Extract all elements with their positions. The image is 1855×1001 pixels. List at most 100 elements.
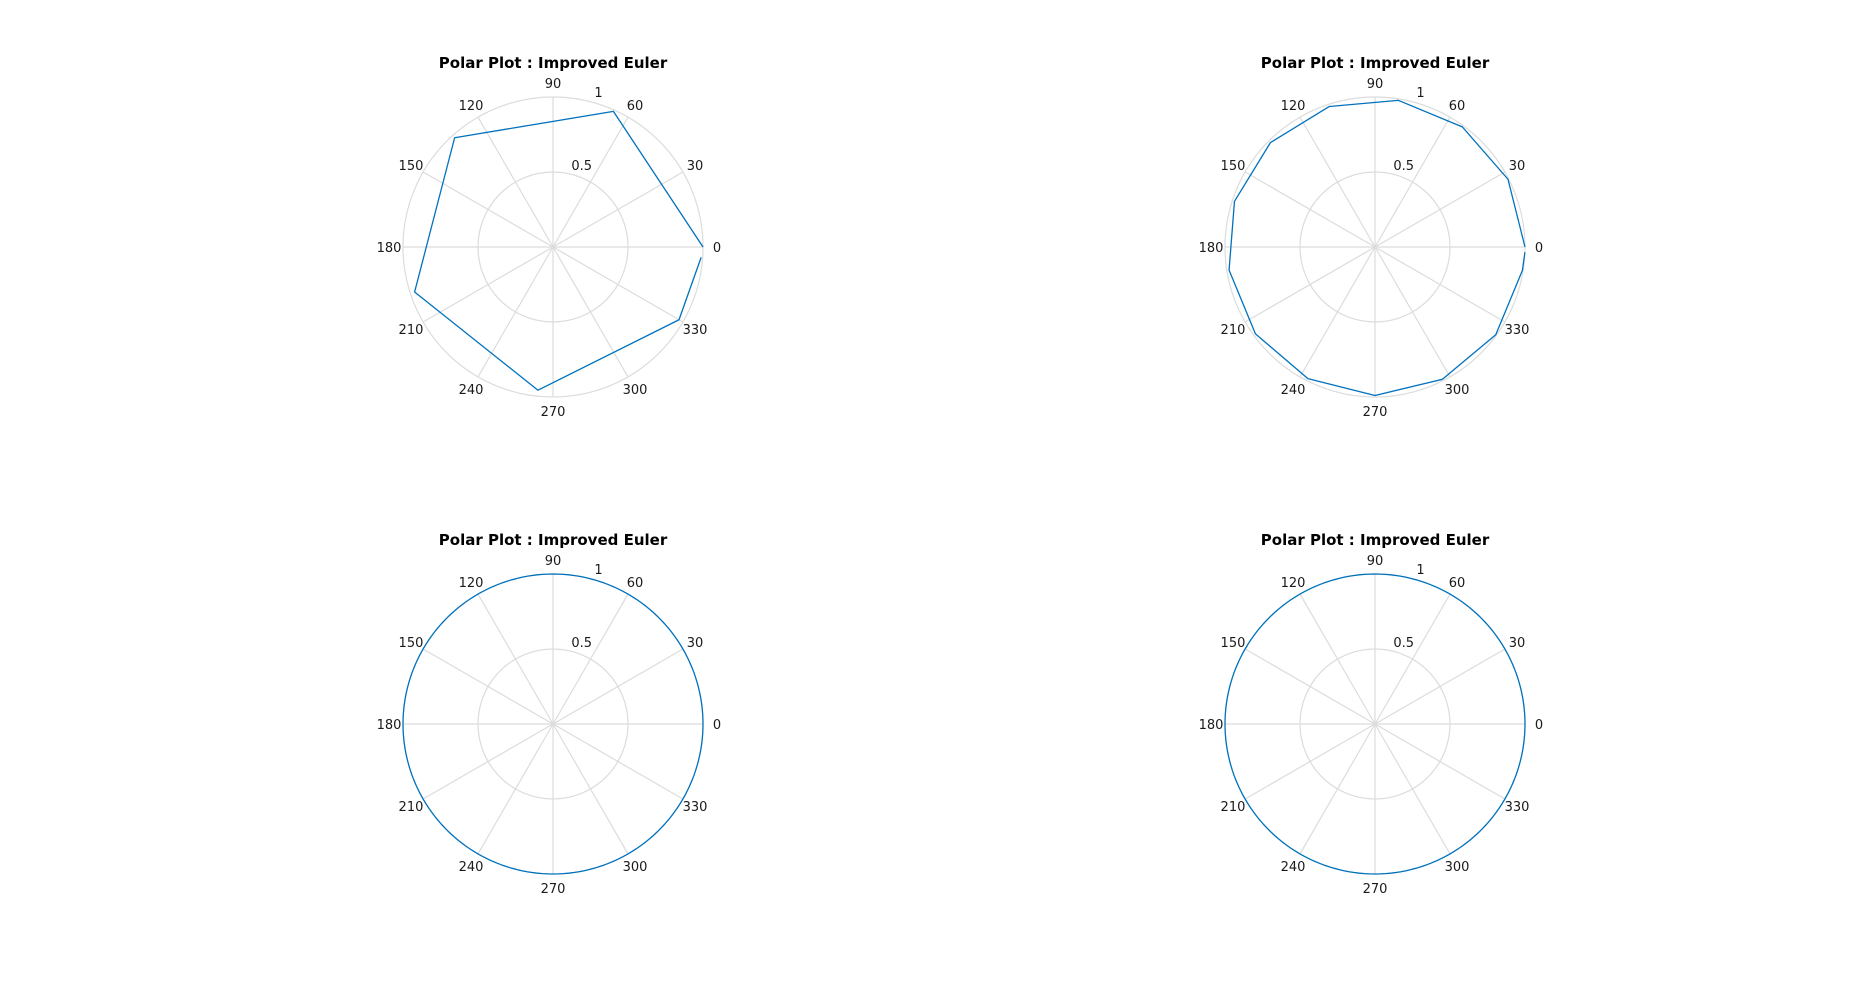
theta-tick-label: 180 bbox=[377, 718, 402, 733]
theta-tick-label: 0 bbox=[1535, 241, 1543, 256]
theta-tick-label: 90 bbox=[1367, 77, 1384, 92]
theta-grid-spoke bbox=[1244, 648, 1376, 725]
theta-tick-label: 90 bbox=[545, 77, 562, 92]
theta-tick-label: 180 bbox=[377, 241, 402, 256]
polar-chart-2: Polar Plot : Improved Euler 0 30 60 90 120 150… bbox=[1199, 54, 1544, 420]
theta-tick-label: 210 bbox=[1221, 323, 1246, 338]
theta-tick-label: 120 bbox=[459, 576, 484, 591]
theta-grid-spoke bbox=[1374, 116, 1451, 248]
series-line bbox=[1224, 573, 1526, 875]
theta-grid-spoke bbox=[477, 723, 554, 855]
theta-grid-spoke bbox=[1299, 246, 1376, 378]
theta-tick-label: 60 bbox=[1449, 576, 1466, 591]
theta-grid-spoke bbox=[1374, 246, 1506, 323]
theta-grid-spoke bbox=[552, 723, 629, 855]
theta-tick-label: 30 bbox=[687, 159, 704, 174]
theta-grid-spoke bbox=[1374, 593, 1451, 725]
theta-tick-label: 30 bbox=[1509, 636, 1526, 651]
theta-tick-label: 60 bbox=[627, 576, 644, 591]
theta-grid-spoke bbox=[1299, 593, 1376, 725]
theta-grid-spoke bbox=[477, 246, 554, 378]
r-tick-label: 0.5 bbox=[571, 636, 592, 651]
chart-title: Polar Plot : Improved Euler bbox=[1261, 531, 1490, 549]
theta-tick-label: 330 bbox=[1505, 800, 1530, 815]
theta-tick-label: 60 bbox=[1449, 99, 1466, 114]
theta-tick-label: 300 bbox=[623, 383, 648, 398]
theta-grid-spoke bbox=[1374, 723, 1451, 855]
theta-grid-spoke bbox=[1244, 246, 1376, 323]
theta-tick-label: 240 bbox=[459, 860, 484, 875]
r-tick-label: 1 bbox=[594, 86, 602, 101]
r-tick-label: 0.5 bbox=[1393, 636, 1414, 651]
polar-chart-1: Polar Plot : Improved Euler 0 30 60 90 120 150… bbox=[377, 54, 722, 420]
theta-grid-spoke bbox=[552, 116, 629, 248]
theta-grid-spoke bbox=[422, 648, 554, 725]
theta-grid-spoke bbox=[1374, 723, 1506, 800]
theta-tick-label: 120 bbox=[1281, 576, 1306, 591]
theta-tick-label: 90 bbox=[545, 554, 562, 569]
theta-tick-label: 150 bbox=[399, 159, 424, 174]
chart-title: Polar Plot : Improved Euler bbox=[1261, 54, 1490, 72]
theta-grid-spoke bbox=[477, 593, 554, 725]
theta-tick-label: 300 bbox=[623, 860, 648, 875]
theta-tick-label: 150 bbox=[1221, 159, 1246, 174]
theta-tick-label: 120 bbox=[459, 99, 484, 114]
series-line bbox=[413, 110, 704, 391]
theta-tick-label: 210 bbox=[399, 323, 424, 338]
chart-title: Polar Plot : Improved Euler bbox=[439, 531, 668, 549]
r-tick-label: 1 bbox=[1416, 563, 1424, 578]
theta-tick-label: 330 bbox=[683, 323, 708, 338]
theta-tick-label: 150 bbox=[399, 636, 424, 651]
theta-tick-label: 240 bbox=[1281, 383, 1306, 398]
theta-grid-spoke bbox=[1374, 648, 1506, 725]
theta-tick-label: 300 bbox=[1445, 860, 1470, 875]
theta-tick-label: 210 bbox=[1221, 800, 1246, 815]
theta-grid-spoke bbox=[552, 723, 684, 800]
theta-grid-spoke bbox=[1244, 723, 1376, 800]
theta-grid-spoke bbox=[422, 723, 554, 800]
theta-tick-label: 150 bbox=[1221, 636, 1246, 651]
theta-tick-label: 60 bbox=[627, 99, 644, 114]
theta-grid-spoke bbox=[1374, 171, 1506, 248]
theta-tick-label: 240 bbox=[459, 383, 484, 398]
theta-tick-label: 120 bbox=[1281, 99, 1306, 114]
theta-tick-label: 330 bbox=[1505, 323, 1530, 338]
theta-tick-label: 30 bbox=[1509, 159, 1526, 174]
theta-grid-spoke bbox=[552, 648, 684, 725]
series-line bbox=[1228, 99, 1526, 397]
theta-tick-label: 180 bbox=[1199, 718, 1224, 733]
theta-grid-spoke bbox=[552, 246, 684, 323]
theta-tick-label: 300 bbox=[1445, 383, 1470, 398]
theta-grid-spoke bbox=[1299, 116, 1376, 248]
r-tick-label: 0.5 bbox=[571, 159, 592, 174]
theta-grid-spoke bbox=[1299, 723, 1376, 855]
theta-tick-label: 30 bbox=[687, 636, 704, 651]
polar-chart-4: Polar Plot : Improved Euler 0 30 60 90 120 150… bbox=[1199, 531, 1544, 897]
theta-tick-label: 90 bbox=[1367, 554, 1384, 569]
theta-tick-label: 0 bbox=[1535, 718, 1543, 733]
theta-tick-label: 210 bbox=[399, 800, 424, 815]
r-tick-label: 0.5 bbox=[1393, 159, 1414, 174]
theta-grid-spoke bbox=[477, 116, 554, 248]
chart-title: Polar Plot : Improved Euler bbox=[439, 54, 668, 72]
theta-tick-label: 0 bbox=[713, 718, 721, 733]
theta-grid-spoke bbox=[1244, 171, 1376, 248]
theta-tick-label: 0 bbox=[713, 241, 721, 256]
theta-tick-label: 330 bbox=[683, 800, 708, 815]
theta-tick-label: 270 bbox=[1363, 405, 1388, 420]
theta-tick-label: 270 bbox=[541, 405, 566, 420]
theta-tick-label: 270 bbox=[1363, 882, 1388, 897]
polar-chart-3: Polar Plot : Improved Euler 0 30 60 90 120 150… bbox=[377, 531, 722, 897]
theta-grid-spoke bbox=[552, 246, 629, 378]
theta-grid-spoke bbox=[422, 246, 554, 323]
theta-tick-label: 180 bbox=[1199, 241, 1224, 256]
series-line bbox=[402, 573, 704, 875]
theta-grid-spoke bbox=[552, 593, 629, 725]
r-tick-label: 1 bbox=[594, 563, 602, 578]
theta-tick-label: 240 bbox=[1281, 860, 1306, 875]
theta-grid-spoke bbox=[422, 171, 554, 248]
theta-grid-spoke bbox=[552, 171, 684, 248]
theta-grid-spoke bbox=[1374, 246, 1451, 378]
theta-tick-label: 270 bbox=[541, 882, 566, 897]
